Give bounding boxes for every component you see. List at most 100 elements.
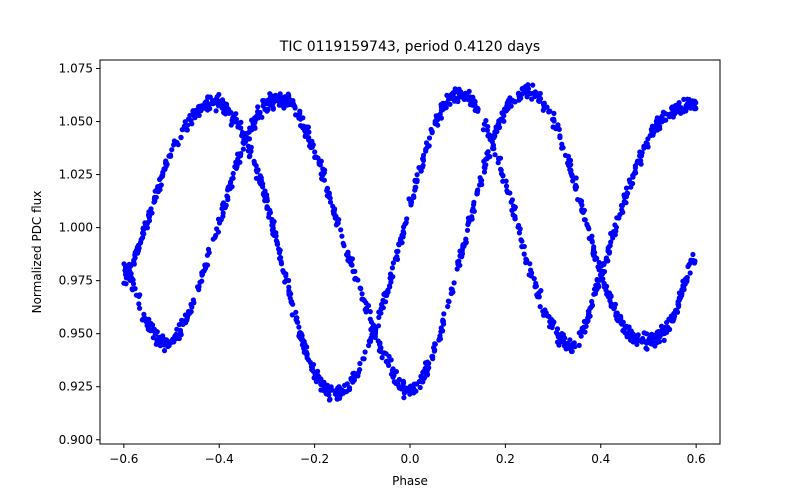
data-point: [345, 252, 351, 258]
data-point: [509, 98, 516, 104]
x-tick-label: 0.2: [496, 452, 515, 466]
data-point: [130, 281, 137, 287]
data-point: [540, 308, 546, 314]
data-point: [670, 114, 676, 120]
data-point: [178, 332, 184, 338]
data-point: [687, 270, 693, 276]
y-tick-label: 0.975: [59, 274, 93, 288]
data-point: [308, 139, 314, 145]
data-point: [420, 369, 426, 375]
data-point: [364, 307, 370, 313]
data-point: [264, 198, 270, 204]
data-point: [156, 335, 162, 341]
data-point: [623, 185, 630, 191]
data-point: [532, 93, 538, 99]
data-point: [145, 326, 151, 332]
data-point: [151, 326, 157, 332]
data-point: [380, 350, 386, 356]
data-point: [298, 331, 304, 337]
data-point: [253, 163, 259, 169]
data-point: [589, 303, 595, 309]
data-point: [210, 101, 216, 107]
data-point: [361, 297, 367, 304]
data-point: [390, 260, 396, 266]
data-point: [681, 96, 687, 102]
data-point: [293, 315, 300, 321]
data-point: [604, 291, 610, 297]
data-point: [137, 292, 143, 298]
y-tick-label: 1.050: [59, 115, 93, 129]
data-point: [339, 233, 345, 239]
data-point: [480, 127, 486, 133]
data-point: [647, 332, 653, 338]
data-point: [166, 339, 172, 346]
data-point: [457, 253, 463, 259]
data-point: [223, 203, 229, 209]
data-point: [559, 141, 565, 147]
data-point: [576, 330, 582, 336]
data-point: [176, 322, 182, 328]
data-point: [388, 279, 394, 285]
data-point: [628, 184, 634, 190]
data-point: [178, 134, 184, 140]
data-point: [377, 346, 383, 352]
data-point: [257, 109, 263, 116]
data-point: [648, 132, 654, 138]
data-point: [594, 285, 600, 291]
data-point: [240, 146, 246, 152]
data-point: [512, 213, 518, 220]
data-point: [504, 105, 510, 112]
data-point: [555, 123, 561, 129]
data-point: [191, 300, 197, 306]
data-point: [439, 107, 446, 113]
data-point: [258, 175, 264, 181]
data-point: [257, 181, 264, 187]
data-point: [136, 301, 142, 307]
data-point: [409, 383, 415, 389]
data-point: [130, 260, 136, 267]
data-point: [407, 390, 413, 396]
data-point: [659, 329, 665, 335]
data-point: [531, 276, 537, 282]
data-point: [678, 110, 684, 116]
data-point: [359, 291, 365, 297]
data-point: [352, 268, 358, 274]
chart-title: TIC 0119159743, period 0.4120 days: [279, 39, 540, 55]
data-point: [146, 209, 152, 215]
data-point: [550, 124, 556, 130]
data-point: [501, 118, 507, 124]
data-point: [455, 259, 462, 265]
data-point: [226, 110, 232, 116]
data-point: [509, 197, 515, 203]
data-point: [401, 390, 407, 396]
data-point: [287, 291, 293, 297]
data-point: [214, 100, 220, 106]
x-tick-label: −0.4: [205, 452, 234, 466]
data-point: [516, 222, 522, 229]
data-point: [534, 292, 540, 298]
data-point: [334, 396, 340, 402]
data-point: [567, 345, 573, 351]
data-point: [457, 248, 463, 254]
data-point: [264, 108, 270, 114]
data-point: [261, 190, 267, 196]
data-point: [630, 173, 636, 179]
data-point: [379, 355, 385, 361]
data-point: [505, 189, 511, 195]
data-point: [142, 316, 148, 322]
x-axis-label: Phase: [392, 474, 428, 488]
data-point: [334, 220, 340, 226]
data-point: [213, 96, 220, 102]
data-point: [412, 184, 418, 190]
data-point: [537, 304, 543, 310]
data-point: [483, 156, 489, 162]
data-point: [215, 216, 222, 222]
data-point: [362, 349, 368, 355]
data-point: [297, 108, 303, 114]
y-axis: 0.900 0.925 0.950 0.975 1.000 1.025 1.050 1.075: [59, 61, 100, 447]
data-point: [447, 101, 453, 107]
data-point: [562, 152, 569, 158]
data-point: [352, 275, 358, 281]
data-point: [174, 139, 180, 145]
